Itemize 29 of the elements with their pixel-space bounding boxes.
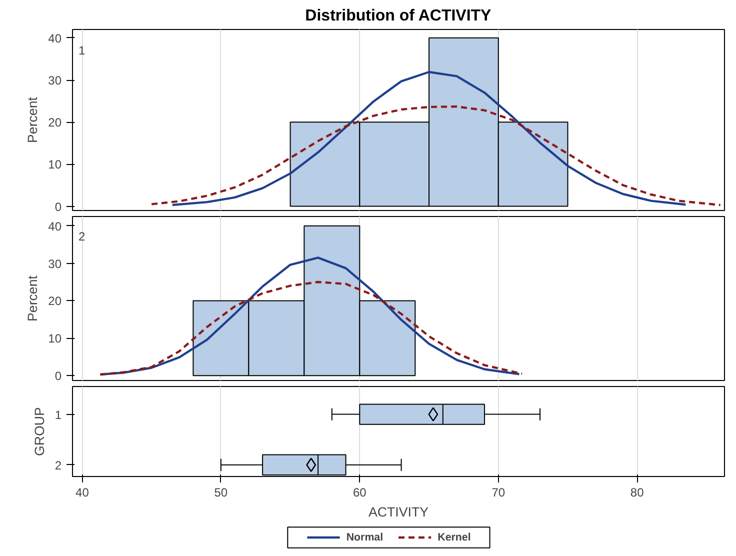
legend-label: Kernel <box>438 532 471 544</box>
y-axis-title: Percent <box>25 96 40 143</box>
y-tick-label: 40 <box>48 31 62 46</box>
annotation: 1 <box>78 44 86 58</box>
y-tick-label: 20 <box>48 116 62 130</box>
y-tick-label: 0 <box>54 200 62 214</box>
x-tick-label: 40 <box>76 486 90 500</box>
annotation: 2 <box>78 230 86 244</box>
x-axis-title: ACTIVITY <box>368 504 429 520</box>
x-tick-label: 50 <box>214 486 228 500</box>
y-axis-title: Percent <box>25 275 40 322</box>
y-tick-label: 30 <box>48 74 62 88</box>
line-series <box>150 105 722 206</box>
chart-title: Distribution of ACTIVITY <box>305 8 492 24</box>
x-tick-label: 70 <box>492 486 506 500</box>
y-axis-title: GROUP <box>32 406 47 456</box>
line-series <box>171 70 687 206</box>
y-tick-label: 2 <box>54 458 62 472</box>
y-tick-label: 10 <box>48 332 62 346</box>
x-tick-label: 80 <box>630 486 644 500</box>
y-tick-label: 20 <box>48 294 62 308</box>
x-tick-label: 60 <box>352 486 367 500</box>
legend-label: Normal <box>346 532 384 544</box>
y-tick-label: 40 <box>48 219 62 234</box>
y-tick-label: 30 <box>48 256 62 271</box>
y-tick-label: 1 <box>54 408 62 422</box>
line-series <box>99 280 524 376</box>
y-tick-label: 0 <box>54 369 62 384</box>
y-tick-label: 10 <box>48 158 62 172</box>
